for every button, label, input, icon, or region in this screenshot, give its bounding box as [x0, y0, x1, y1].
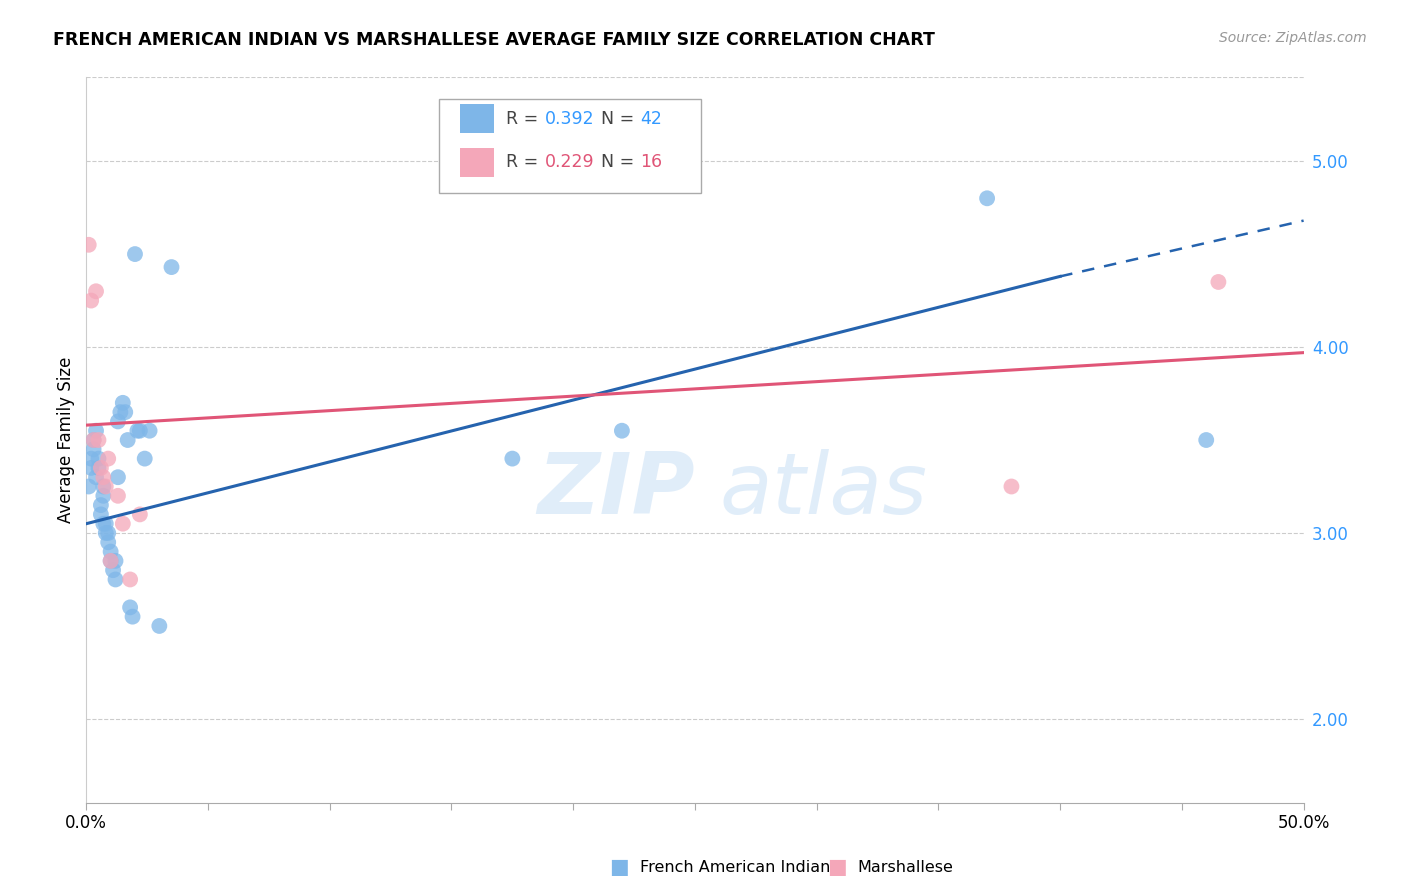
- Point: [1208, 275, 1230, 289]
- Point: [134, 451, 156, 466]
- Point: [80, 451, 103, 466]
- Point: [1000, 479, 1022, 493]
- Point: [83, 433, 105, 447]
- Point: [84, 285, 107, 299]
- FancyBboxPatch shape: [439, 99, 702, 194]
- Text: French American Indians: French American Indians: [640, 860, 838, 874]
- Point: [120, 573, 142, 587]
- Point: [91, 489, 114, 503]
- Point: [94, 479, 117, 493]
- Point: [104, 573, 127, 587]
- Text: R =: R =: [506, 110, 544, 128]
- Point: [77, 237, 100, 252]
- Point: [138, 424, 160, 438]
- Point: [100, 544, 122, 558]
- Point: [90, 508, 112, 522]
- Point: [128, 424, 150, 438]
- Point: [101, 563, 124, 577]
- Text: N =: N =: [602, 153, 640, 171]
- Point: [114, 405, 136, 419]
- Text: FRENCH AMERICAN INDIAN VS MARSHALLESE AVERAGE FAMILY SIZE CORRELATION CHART: FRENCH AMERICAN INDIAN VS MARSHALLESE AV…: [53, 31, 935, 49]
- FancyBboxPatch shape: [460, 148, 494, 177]
- Point: [97, 451, 120, 466]
- FancyBboxPatch shape: [460, 104, 494, 133]
- Point: [148, 619, 170, 633]
- Point: [84, 424, 107, 438]
- Point: [90, 498, 112, 512]
- Text: ■: ■: [827, 857, 846, 877]
- Text: Source: ZipAtlas.com: Source: ZipAtlas.com: [1219, 31, 1367, 45]
- Text: ZIP: ZIP: [537, 450, 695, 533]
- Text: R =: R =: [506, 153, 544, 171]
- Point: [91, 516, 114, 531]
- Point: [83, 433, 105, 447]
- Point: [124, 247, 146, 261]
- Point: [97, 526, 120, 541]
- Point: [117, 433, 139, 447]
- Point: [90, 461, 112, 475]
- Point: [127, 424, 149, 438]
- Point: [100, 554, 122, 568]
- Text: atlas: atlas: [720, 450, 928, 533]
- Point: [94, 526, 117, 541]
- Point: [610, 424, 633, 438]
- Point: [160, 260, 183, 274]
- Text: ■: ■: [609, 857, 628, 877]
- Y-axis label: Average Family Size: Average Family Size: [58, 357, 75, 524]
- Point: [91, 479, 114, 493]
- Point: [107, 470, 129, 484]
- Point: [111, 396, 134, 410]
- Text: N =: N =: [602, 110, 640, 128]
- Point: [87, 451, 110, 466]
- Point: [107, 414, 129, 428]
- Point: [84, 470, 107, 484]
- Point: [80, 461, 103, 475]
- Text: 16: 16: [640, 153, 662, 171]
- Point: [111, 516, 134, 531]
- Point: [77, 479, 100, 493]
- Point: [1195, 433, 1218, 447]
- Point: [128, 508, 150, 522]
- Point: [110, 405, 132, 419]
- Point: [120, 600, 142, 615]
- Point: [501, 451, 523, 466]
- Point: [104, 554, 127, 568]
- Point: [976, 191, 998, 205]
- Text: 0.229: 0.229: [546, 153, 595, 171]
- Point: [94, 516, 117, 531]
- Text: 42: 42: [640, 110, 662, 128]
- Point: [97, 535, 120, 549]
- Text: Marshallese: Marshallese: [858, 860, 953, 874]
- Point: [80, 293, 103, 308]
- Point: [121, 609, 143, 624]
- Point: [91, 470, 114, 484]
- Point: [87, 433, 110, 447]
- Point: [100, 554, 122, 568]
- Point: [83, 442, 105, 457]
- Text: 0.392: 0.392: [546, 110, 595, 128]
- Point: [107, 489, 129, 503]
- Point: [87, 461, 110, 475]
